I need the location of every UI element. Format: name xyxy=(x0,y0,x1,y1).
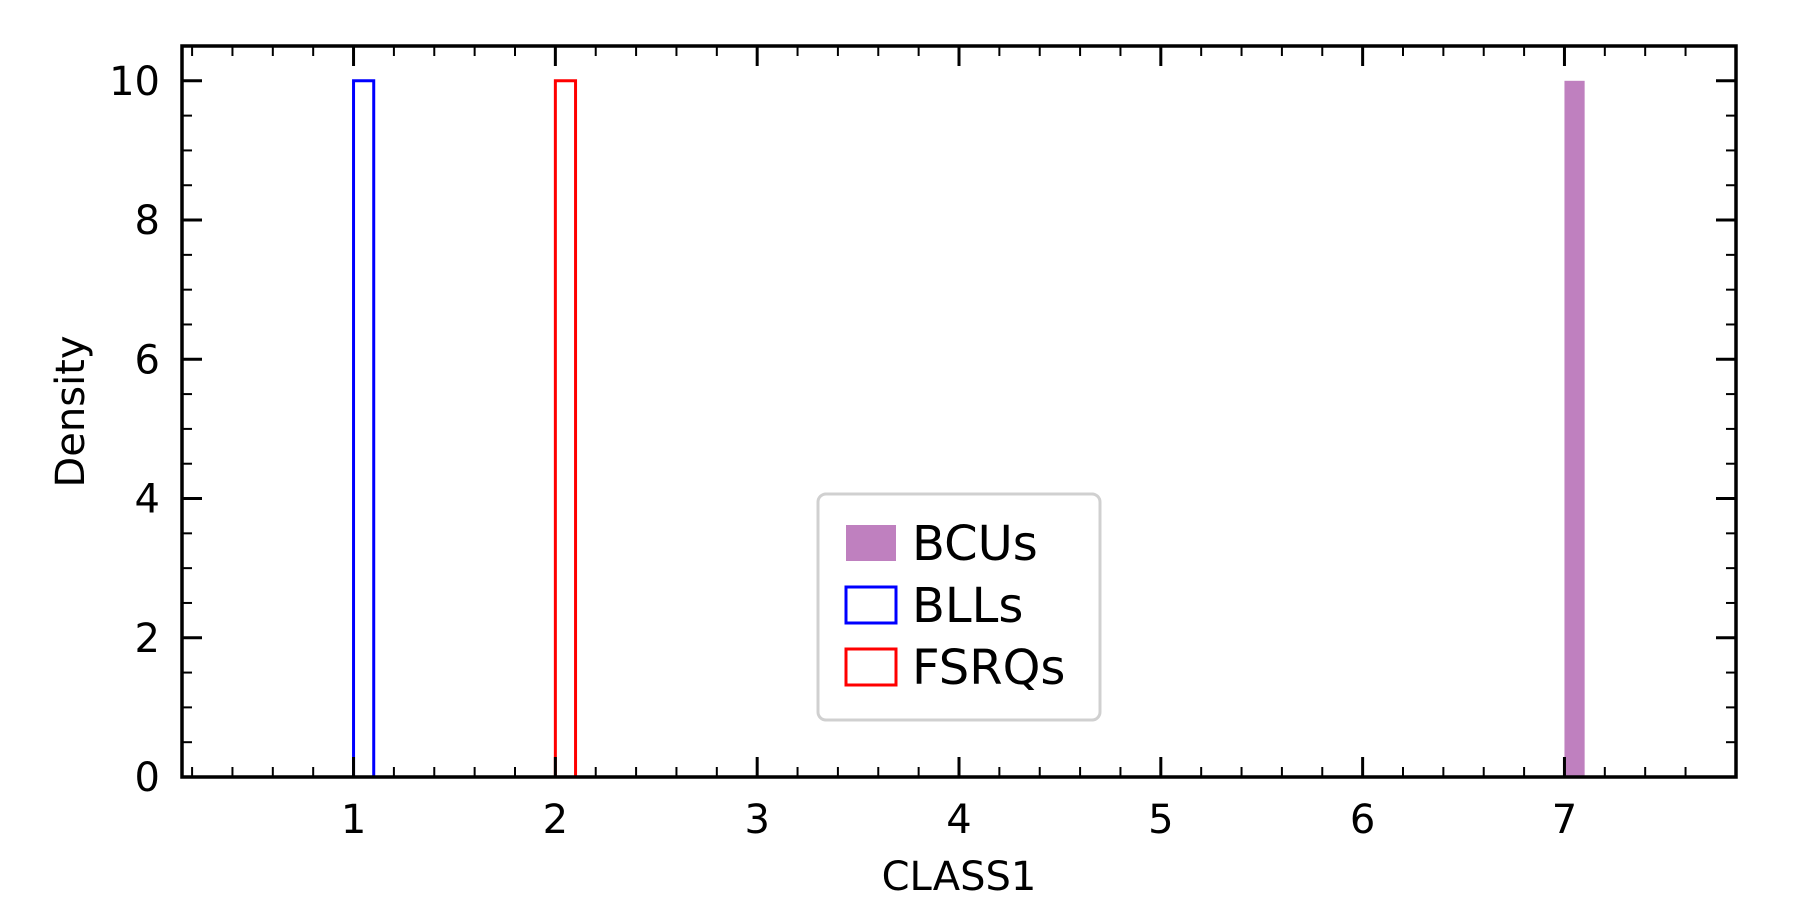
y-tick-label: 10 xyxy=(109,59,160,105)
x-tick-label: 1 xyxy=(341,797,366,843)
bar-fsrqs-0 xyxy=(553,79,578,777)
y-tick-label: 0 xyxy=(135,755,160,801)
x-tick-label: 6 xyxy=(1350,797,1375,843)
x-tick-label: 3 xyxy=(744,797,769,843)
legend-swatch-bcus xyxy=(846,525,896,561)
bar-bcus-0 xyxy=(1564,80,1585,778)
legend-swatch-blls xyxy=(844,585,898,625)
legend-swatch-fsrqs xyxy=(844,647,898,687)
legend-label-bcus: BCUs xyxy=(912,516,1038,572)
x-tick-label: 4 xyxy=(946,797,971,843)
y-tick-label: 4 xyxy=(135,477,160,523)
x-tick-label: 2 xyxy=(543,797,568,843)
x-tick-label: 5 xyxy=(1148,797,1173,843)
bar-blls-0 xyxy=(352,79,376,777)
y-axis-label: Density xyxy=(48,335,94,487)
legend-label-blls: BLLs xyxy=(912,578,1023,634)
x-tick-label: 7 xyxy=(1552,797,1577,843)
legend: BCUs BLLs FSRQs xyxy=(816,492,1102,722)
plot-area-frame xyxy=(180,44,1738,779)
y-tick-label: 6 xyxy=(135,337,160,383)
y-tick-label: 8 xyxy=(135,198,160,244)
legend-label-fsrqs: FSRQs xyxy=(912,640,1065,696)
bars-layer xyxy=(352,79,1585,778)
x-axis-label: CLASS1 xyxy=(882,854,1037,900)
y-tick-label: 2 xyxy=(135,616,160,662)
